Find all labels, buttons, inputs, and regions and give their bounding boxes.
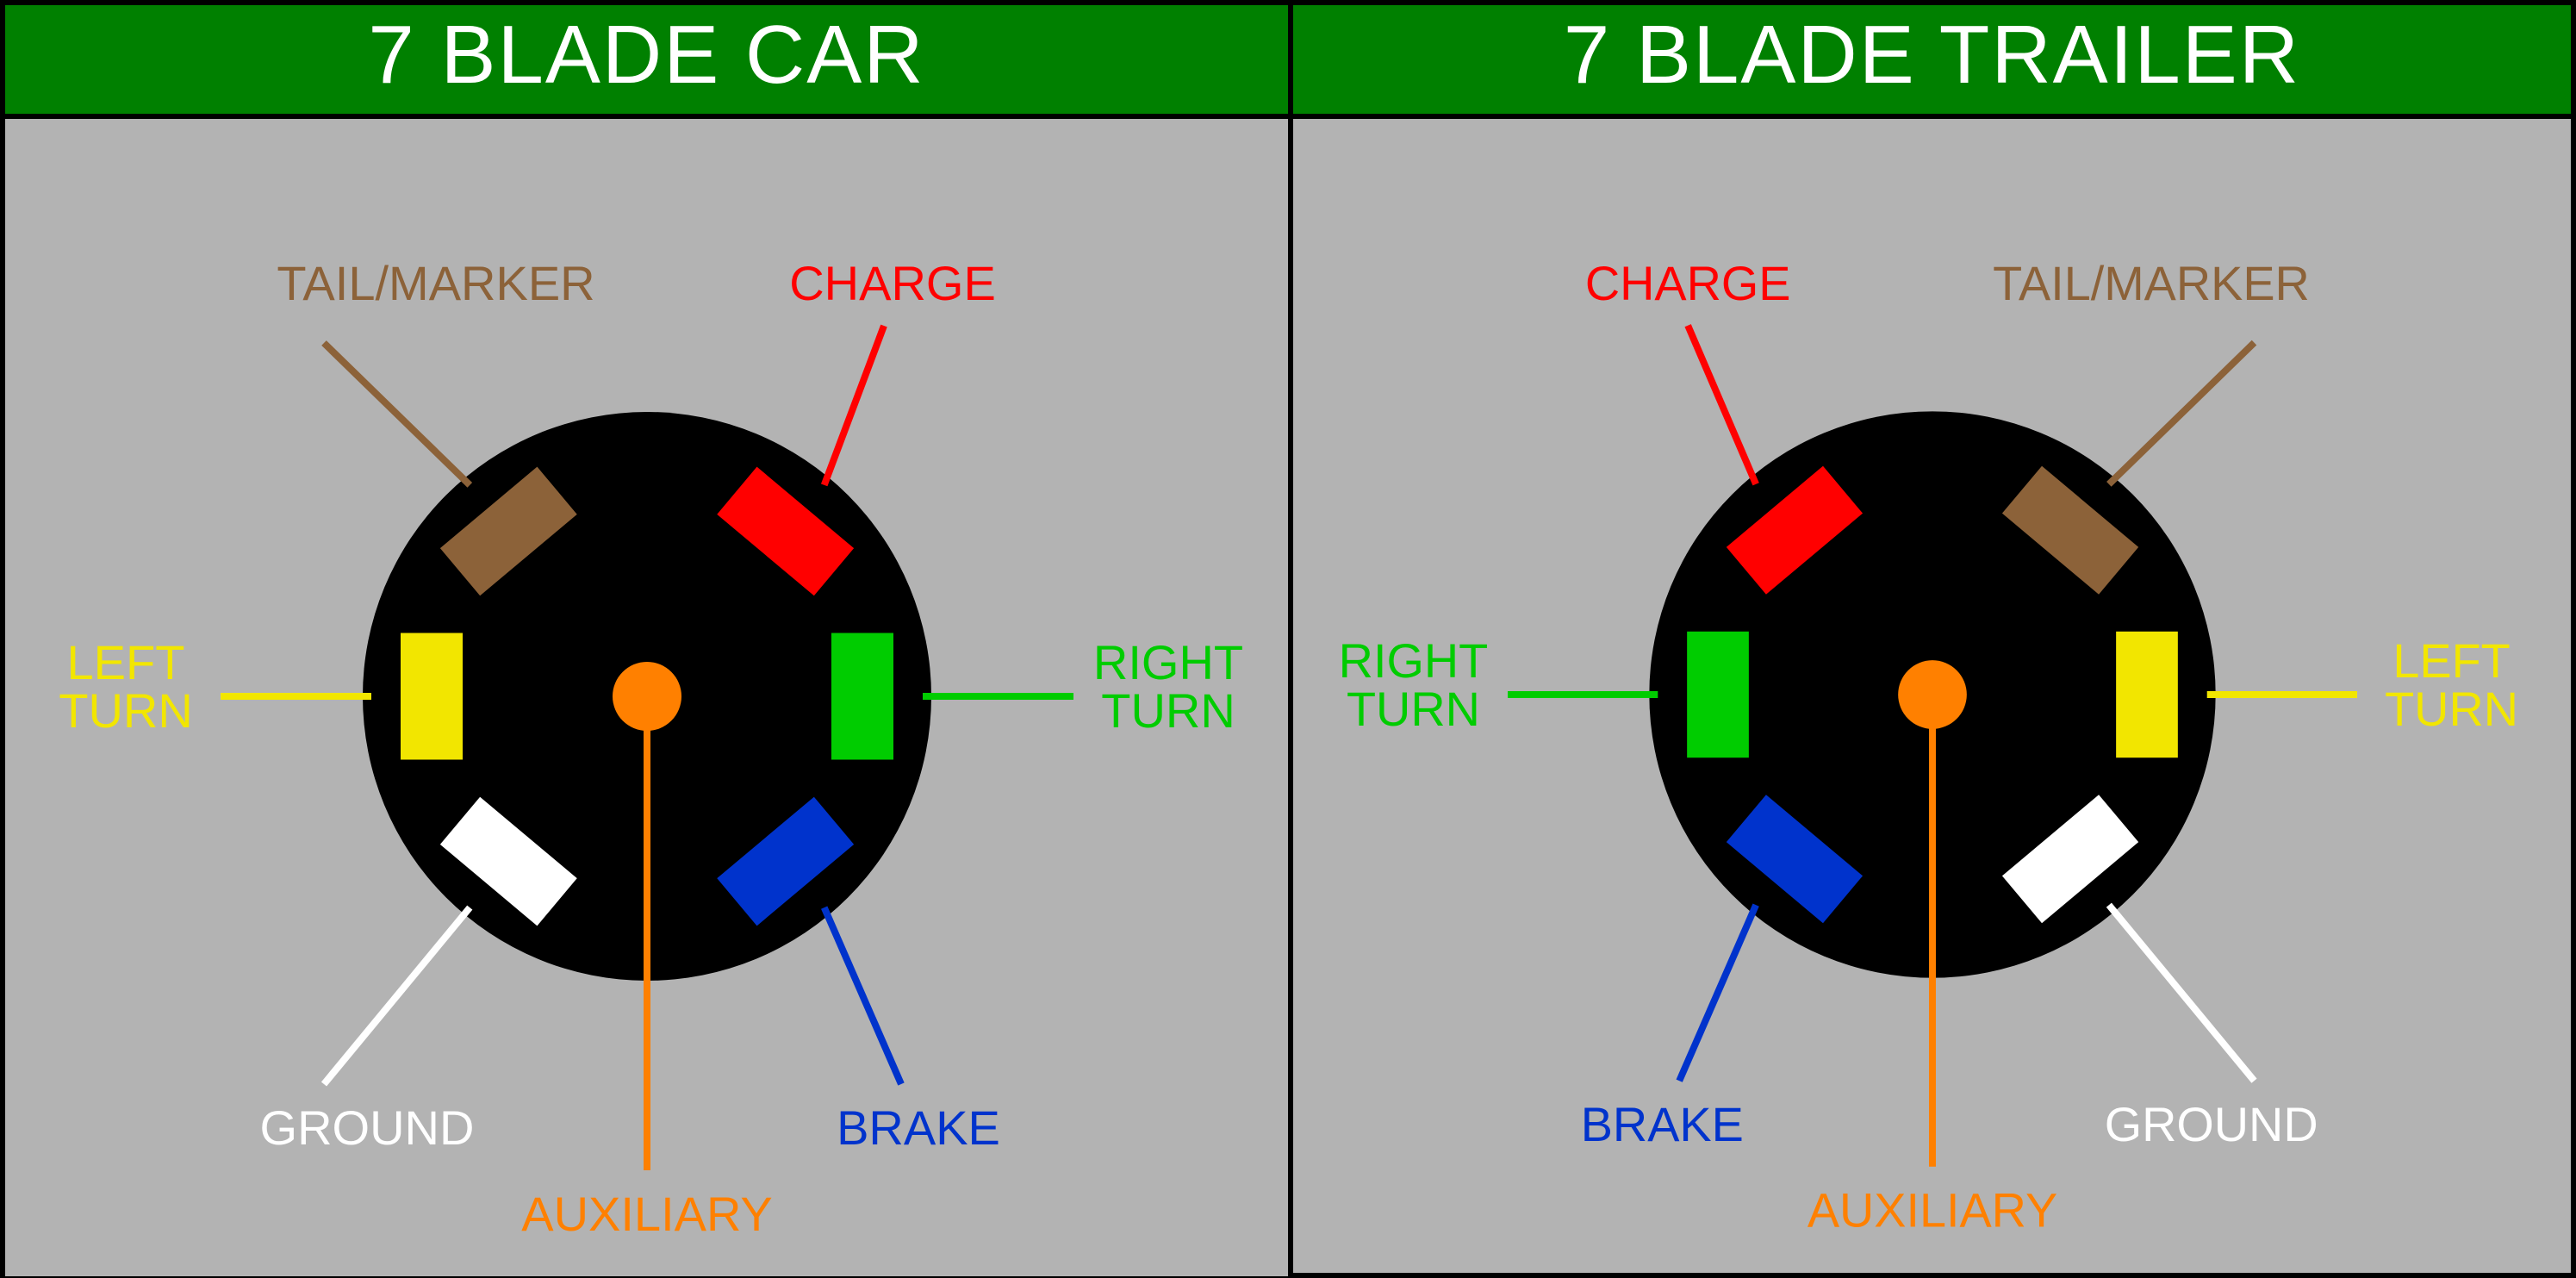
center-pin	[1898, 660, 1967, 729]
blade-label-1: TAIL/MARKER	[1993, 257, 2310, 310]
blade-label-0: CHARGE	[1585, 257, 1791, 310]
connector-car-svg: TAIL/MARKER CHARGE LEFTTURN RIGHTTURN GROUND…	[5, 119, 1288, 1276]
blade-2	[400, 632, 464, 761]
blade-label-4: GROUND	[260, 1100, 475, 1155]
panel-car-body: TAIL/MARKER CHARGE LEFTTURN RIGHTTURN GROUND…	[5, 119, 1288, 1276]
center-pin-label: AUXILIARY	[1808, 1184, 2057, 1237]
blade-3	[2115, 630, 2180, 758]
wire-1	[824, 326, 884, 485]
center-pin-label: AUXILIARY	[521, 1187, 773, 1241]
diagram-container: 7 BLADE CAR TAIL/MARKER CHARGE LEFTTURN RIG…	[0, 0, 2576, 1278]
center-pin	[613, 662, 681, 731]
panel-trailer-body: CHARGE TAIL/MARKER RIGHTTURN LEFTTURN BRAKE G…	[1293, 119, 2571, 1273]
blade-label-4: BRAKE	[1581, 1098, 1744, 1151]
blade-label-0: TAIL/MARKER	[277, 256, 594, 310]
wire-0	[324, 343, 470, 485]
wire-5	[824, 907, 901, 1084]
wire-5	[2109, 905, 2255, 1081]
connector-trailer-svg: CHARGE TAIL/MARKER RIGHTTURN LEFTTURN BRAKE G…	[1293, 119, 2571, 1273]
blade-label-2: RIGHTTURN	[1339, 634, 1488, 736]
blade-label-2: LEFTTURN	[59, 635, 193, 738]
panel-trailer: 7 BLADE TRAILER CHARGE TAIL/MARKER RIGHTTU…	[1288, 5, 2571, 1273]
panel-car-title: 7 BLADE CAR	[5, 5, 1288, 119]
wire-0	[1688, 326, 1756, 484]
blade-label-3: RIGHTTURN	[1093, 635, 1243, 738]
blade-label-3: LEFTTURN	[2385, 634, 2518, 736]
panel-trailer-title: 7 BLADE TRAILER	[1293, 5, 2571, 119]
wire-4	[324, 907, 470, 1084]
panel-car: 7 BLADE CAR TAIL/MARKER CHARGE LEFTTURN RIG…	[5, 5, 1288, 1273]
blade-label-5: BRAKE	[837, 1100, 1000, 1155]
blade-3	[831, 632, 895, 761]
blade-label-5: GROUND	[2105, 1098, 2318, 1151]
blade-2	[1686, 630, 1751, 758]
blade-label-1: CHARGE	[789, 256, 996, 310]
wire-4	[1679, 905, 1756, 1081]
wire-1	[2109, 343, 2255, 484]
